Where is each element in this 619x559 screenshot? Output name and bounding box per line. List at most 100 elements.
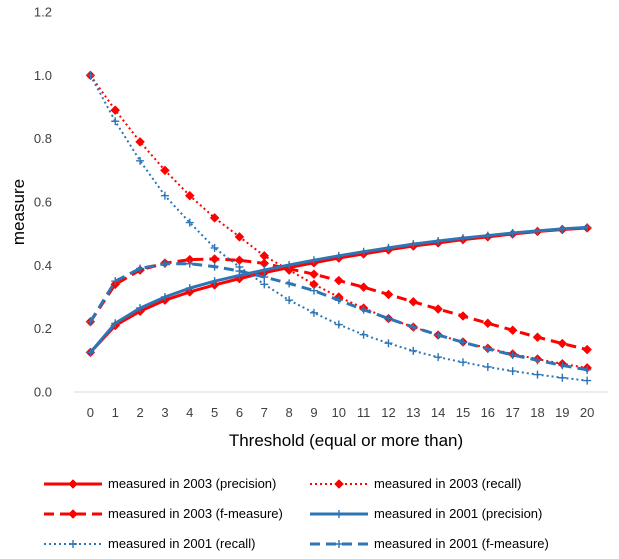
legend-marker xyxy=(68,479,78,489)
data-point xyxy=(111,117,120,126)
data-point xyxy=(210,277,219,286)
legend-item: measured in 2001 (f-measure) xyxy=(310,536,549,551)
data-point xyxy=(507,325,518,336)
data-point xyxy=(458,234,467,243)
x-axis-title: Threshold (equal or more than) xyxy=(229,431,463,450)
legend-label: measured in 2003 (precision) xyxy=(108,476,276,491)
data-point xyxy=(209,254,220,264)
data-point xyxy=(309,269,319,280)
data-point xyxy=(333,275,344,286)
x-tick-label: 1 xyxy=(112,405,119,420)
legend-item: measured in 2001 (precision) xyxy=(310,506,542,521)
legend-label: measured in 2003 (recall) xyxy=(374,476,521,491)
data-point xyxy=(334,320,343,329)
x-tick-label: 16 xyxy=(481,405,495,420)
x-tick-label: 5 xyxy=(211,405,218,420)
data-point xyxy=(209,212,220,223)
data-point xyxy=(384,314,393,323)
data-point xyxy=(434,236,443,245)
legend-item: measured in 2003 (recall) xyxy=(310,476,521,491)
data-point xyxy=(384,339,393,348)
data-point xyxy=(334,251,343,260)
x-tick-label: 17 xyxy=(505,405,519,420)
x-tick-label: 3 xyxy=(161,405,168,420)
legend-label: measured in 2003 (f-measure) xyxy=(108,506,283,521)
data-point xyxy=(86,317,95,326)
data-point xyxy=(582,344,593,355)
x-tick-label: 10 xyxy=(332,405,346,420)
data-point xyxy=(235,267,244,276)
data-point xyxy=(533,370,542,379)
data-point xyxy=(86,348,95,357)
x-tick-label: 8 xyxy=(285,405,292,420)
data-point xyxy=(433,304,443,314)
series-4 xyxy=(86,223,592,357)
data-point xyxy=(285,279,294,288)
data-point xyxy=(309,308,318,317)
y-tick-label: 0.2 xyxy=(34,321,52,336)
data-point xyxy=(334,296,343,305)
data-point xyxy=(533,226,542,235)
data-point xyxy=(483,362,492,371)
y-tick-label: 0.4 xyxy=(34,258,52,273)
data-point xyxy=(508,367,517,376)
x-tick-label: 19 xyxy=(555,405,569,420)
y-axis-title: measure xyxy=(9,179,28,245)
series-5 xyxy=(86,71,592,385)
data-point xyxy=(359,330,368,339)
x-axis-ticks: 0 1 2 3 4 5 6 7 8 9 10 11 12 13 14 15 16 17 18 19 20 xyxy=(87,405,595,420)
x-tick-label: 12 xyxy=(381,405,395,420)
data-point xyxy=(408,296,419,307)
data-point xyxy=(434,353,443,362)
data-point xyxy=(359,305,368,314)
data-point xyxy=(111,319,120,328)
data-point xyxy=(160,259,169,268)
data-point xyxy=(111,277,120,286)
data-point xyxy=(583,376,592,385)
data-point xyxy=(434,331,443,339)
data-point xyxy=(285,261,294,270)
data-point xyxy=(558,373,567,382)
data-point xyxy=(583,365,592,374)
data-point xyxy=(110,105,121,116)
data-point xyxy=(558,361,567,370)
legend-marker xyxy=(335,540,343,548)
legend-label: measured in 2001 (recall) xyxy=(108,536,255,551)
data-point xyxy=(533,356,542,365)
data-point xyxy=(557,338,568,349)
legend: measured in 2003 (precision) measured in … xyxy=(44,476,549,551)
data-point xyxy=(136,156,145,165)
data-point xyxy=(384,243,393,252)
x-tick-label: 11 xyxy=(357,405,371,420)
data-point xyxy=(160,293,169,301)
legend-marker xyxy=(335,510,343,518)
series-3 xyxy=(85,254,593,355)
data-point xyxy=(260,273,269,282)
data-point xyxy=(309,256,318,265)
x-tick-label: 4 xyxy=(186,405,193,420)
data-point xyxy=(260,266,269,275)
data-point xyxy=(160,191,169,200)
data-point xyxy=(86,71,95,80)
data-point xyxy=(458,338,467,347)
x-tick-label: 6 xyxy=(236,405,243,420)
x-tick-label: 18 xyxy=(530,405,544,420)
data-point xyxy=(210,243,219,252)
x-tick-label: 9 xyxy=(310,405,317,420)
data-point xyxy=(260,280,269,289)
data-point xyxy=(458,358,467,367)
legend-label: measured in 2001 (precision) xyxy=(374,506,542,521)
data-point xyxy=(508,229,517,238)
series-layer xyxy=(85,70,593,385)
x-tick-label: 14 xyxy=(431,405,445,420)
data-point xyxy=(185,259,194,268)
data-point xyxy=(160,165,170,176)
data-point xyxy=(285,296,294,305)
series-1 xyxy=(85,223,593,358)
y-tick-label: 1.0 xyxy=(34,68,52,83)
data-point xyxy=(558,224,567,233)
y-axis-ticks: 0.0 0.2 0.4 0.6 0.8 1.0 1.2 xyxy=(34,5,52,400)
data-point xyxy=(136,304,145,313)
data-point xyxy=(583,223,592,232)
data-point xyxy=(409,323,418,332)
